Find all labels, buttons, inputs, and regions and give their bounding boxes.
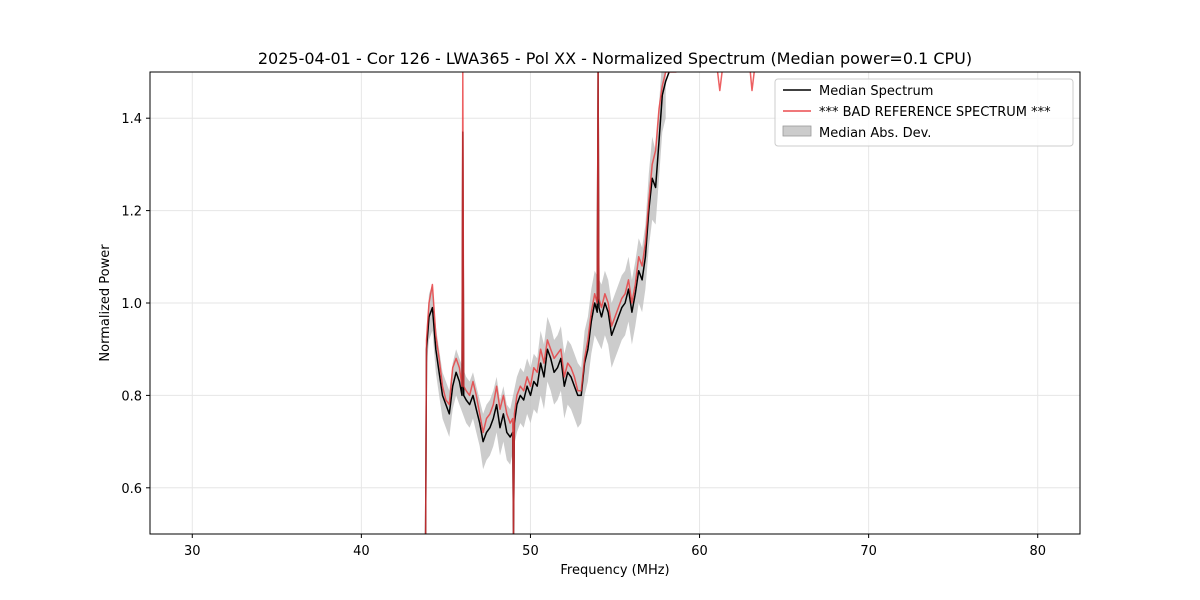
legend-label-mad: Median Abs. Dev. [819, 126, 931, 141]
bad-reference-line [424, 72, 670, 534]
legend-label-median-spectrum: Median Spectrum [819, 84, 933, 99]
legend-box [774, 78, 1074, 147]
tick-group: 30 40 50 60 70 80 0.6 0.8 1.0 1.2 1.4 [121, 112, 1046, 559]
y-axis-label: Normalized Power [98, 244, 113, 362]
y-tick-label: 1.2 [121, 205, 142, 220]
legend-label-bad-reference: *** BAD REFERENCE SPECTRUM *** [819, 105, 1051, 120]
y-tick-label: 0.6 [121, 482, 142, 497]
y-tick-label: 1.0 [121, 297, 142, 312]
legend-swatch-mad [782, 125, 812, 137]
x-axis-label: Frequency (MHz) [560, 563, 669, 578]
legend: Median Spectrum *** BAD REFERENCE SPECTR… [774, 78, 1074, 147]
x-tick-label: 30 [184, 544, 201, 559]
chart-title: 2025-04-01 - Cor 126 - LWA365 - Pol XX -… [258, 49, 972, 68]
x-tick-label: 50 [522, 544, 539, 559]
x-tick-label: 80 [1029, 544, 1046, 559]
y-tick-label: 1.4 [121, 112, 142, 127]
x-tick-label: 60 [691, 544, 708, 559]
plot-content [424, 72, 755, 534]
y-tick-label: 0.8 [121, 389, 142, 404]
x-tick-label: 40 [353, 544, 370, 559]
bad-reference-line-high [669, 72, 755, 92]
x-tick-label: 70 [860, 544, 877, 559]
mad-band [426, 72, 666, 470]
